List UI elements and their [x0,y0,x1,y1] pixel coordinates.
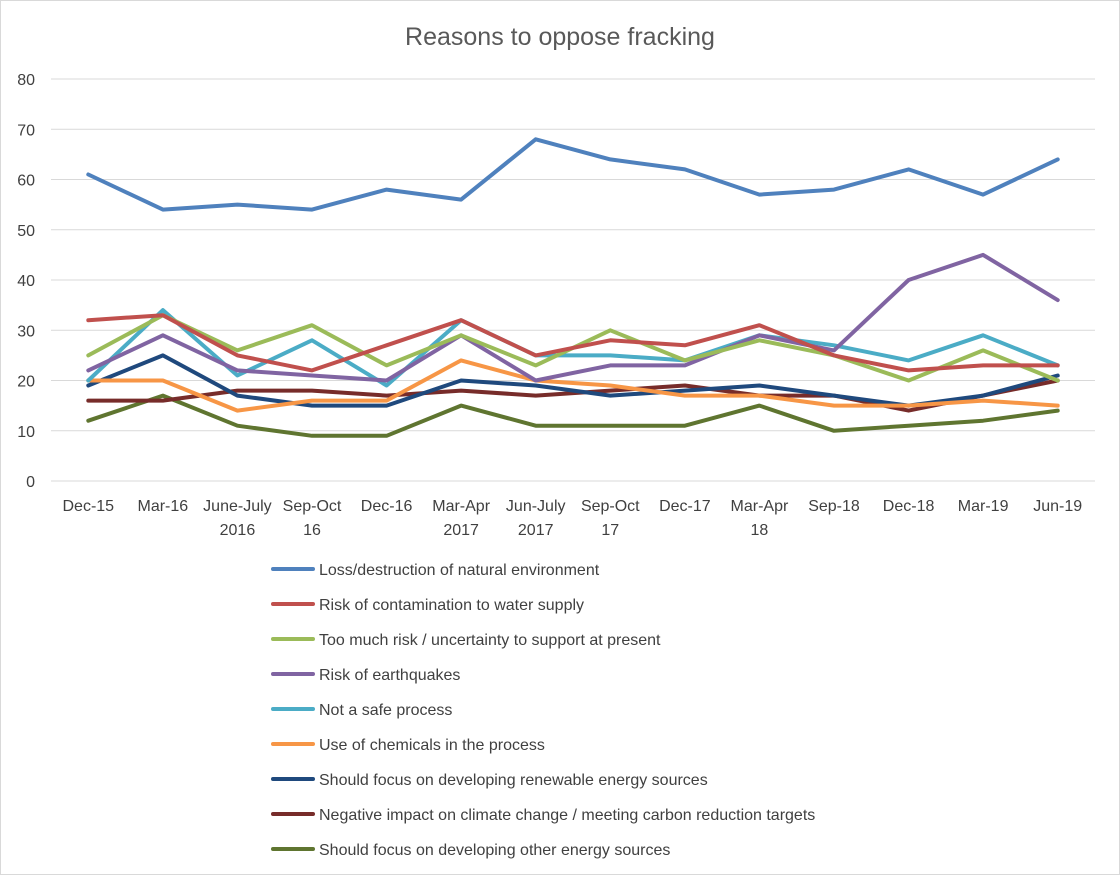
x-tick-label-line: Mar-19 [958,498,1009,515]
x-tick-label-line: Dec-18 [883,498,935,515]
x-tick-label-line: Dec-17 [659,498,711,515]
y-tick-label: 30 [17,323,35,340]
y-tick-label: 20 [17,374,35,391]
x-tick-label: Mar-Apr 18 [731,498,789,539]
x-tick-label: Mar-19 [958,498,1009,515]
x-tick-label-line: Mar-16 [138,498,189,515]
x-tick-label-line: Mar-Apr [432,498,490,515]
series-line [86,252,1060,383]
x-tick-label: Dec-16 [361,498,413,515]
x-tick-label-line: 16 [303,522,321,539]
x-tick-label-line: 2017 [443,522,479,539]
legend-label: Risk of contamination to water supply [319,597,584,614]
x-tick-label-line: Sep-Oct [581,498,640,515]
series-line [86,358,1060,413]
x-tick-label: Sep-18 [808,498,860,515]
legend-label: Should focus on developing renewable ene… [319,772,708,789]
series-line [86,393,1060,438]
x-tick-label-line: Mar-Apr [731,498,789,515]
legend-label: Loss/destruction of natural environment [319,562,600,579]
series-line [86,137,1060,212]
y-tick-label: 60 [17,173,35,190]
x-tick-label: Jun-19 [1033,498,1082,515]
y-tick-label: 10 [17,424,35,441]
x-tick-label-line: 17 [601,522,619,539]
x-tick-label-line: June-July [203,498,271,515]
legend-label: Negative impact on climate change / meet… [319,807,815,824]
x-axis-ticks: Dec-15 Mar-16 June-July 2016 Sep-Oct 16 Dec-16… [62,498,1082,539]
x-tick-label-line: Jun-July [506,498,566,515]
x-tick-label-line: Sep-Oct [283,498,342,515]
x-tick-label: Dec-18 [883,498,935,515]
series-lines [86,137,1060,438]
chart-title: Reasons to oppose fracking [405,23,715,51]
x-tick-label: Jun-July 2017 [506,498,566,539]
y-tick-label: 40 [17,273,35,290]
y-tick-label: 70 [17,122,35,139]
x-tick-label-line: 2016 [220,522,256,539]
y-tick-label: 50 [17,223,35,240]
x-tick-label-line: 2017 [518,522,554,539]
x-tick-label: Sep-Oct 16 [283,498,342,539]
x-tick-label: Mar-16 [138,498,189,515]
x-tick-label: Dec-17 [659,498,711,515]
legend-label: Too much risk / uncertainty to support a… [319,632,661,649]
series-line [86,378,1060,413]
legend-label: Should focus on developing other energy … [319,842,670,859]
x-tick-label-line: Jun-19 [1033,498,1082,515]
x-tick-label-line: Sep-18 [808,498,860,515]
series-line [86,313,1060,373]
x-tick-label-line: Dec-16 [361,498,413,515]
legend-label: Not a safe process [319,702,452,719]
y-tick-label: 80 [17,72,35,89]
y-tick-label: 0 [26,474,35,491]
x-tick-label: Dec-15 [62,498,114,515]
x-tick-label-line: Dec-15 [62,498,114,515]
gridlines [51,78,1095,482]
legend-label: Use of chemicals in the process [319,737,545,754]
legend: Loss/destruction of natural environment R… [271,562,815,859]
x-tick-label: June-July 2016 [203,498,271,539]
y-axis-ticks: 0 10 20 30 40 50 60 70 80 [17,72,35,491]
x-tick-label: Sep-Oct 17 [581,498,640,539]
x-tick-label-line: 18 [751,522,769,539]
x-tick-label: Mar-Apr 2017 [432,498,490,539]
legend-label: Risk of earthquakes [319,667,460,684]
